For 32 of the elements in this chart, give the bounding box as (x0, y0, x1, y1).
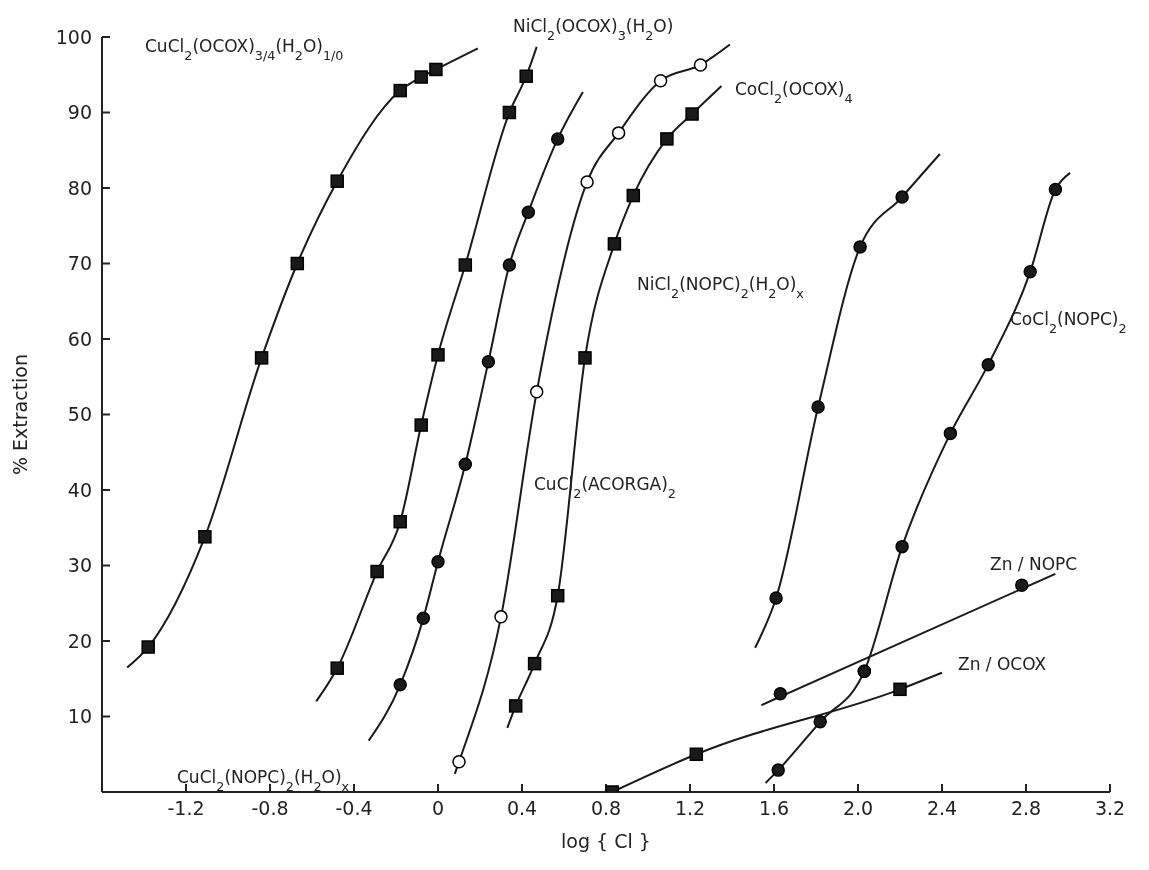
x-tick-label: -1.2 (167, 797, 205, 820)
y-tick-label: 100 (55, 25, 92, 48)
x-tick-label: -0.4 (335, 797, 373, 820)
annotation: CoCl$_{2}$(OCOX)$_{4}$ (735, 79, 853, 106)
x-tick-label: 2.8 (1010, 797, 1042, 820)
x-axis-title: log { Cl } (561, 830, 651, 852)
annotation: CoCl$_{2}$(NOPC)$_{2}$ (1010, 309, 1127, 336)
x-tick-label: 0.4 (506, 797, 538, 820)
x-tick-label: 2.0 (842, 797, 874, 820)
y-tick-label: 70 (67, 252, 92, 275)
annotation: NiCl$_{2}$(NOPC)$_{2}$(H$_{2}$O)$_{x}$ (637, 274, 805, 301)
x-tick-label: 1.6 (758, 797, 790, 820)
y-tick-label: 10 (67, 705, 92, 728)
y-tick-label: 60 (67, 327, 92, 350)
x-tick-label: 1.2 (674, 797, 706, 820)
annotation: CuCl$_{2}$(OCOX)$_{3/4}$(H$_{2}$O)$_{1/0}$ (145, 36, 344, 63)
annotation: Zn / OCOX (958, 654, 1047, 674)
x-tick-label: 0 (431, 797, 445, 820)
y-tick-label: 40 (67, 478, 92, 501)
annotation: Zn / NOPC (990, 554, 1078, 574)
x-tick-label: -0.8 (251, 797, 289, 820)
y-tick-label: 80 (67, 176, 92, 199)
y-axis-title: % Extraction (8, 353, 31, 476)
y-tick-label: 90 (67, 101, 92, 124)
y-tick-label: 30 (67, 554, 92, 577)
annotation: CuCl$_{2}$(NOPC)$_{2}$(H$_{2}$O)$_{x}$ (177, 767, 350, 794)
y-tick-label: 50 (67, 403, 92, 426)
x-tick-label: 3.2 (1094, 797, 1126, 820)
annotation: NiCl$_{2}$(OCOX)$_{3}$(H$_{2}$O) (513, 16, 674, 43)
x-tick-label: 0.8 (590, 797, 622, 820)
x-tick-label: 2.4 (926, 797, 958, 820)
y-tick-label: 20 (67, 629, 92, 652)
